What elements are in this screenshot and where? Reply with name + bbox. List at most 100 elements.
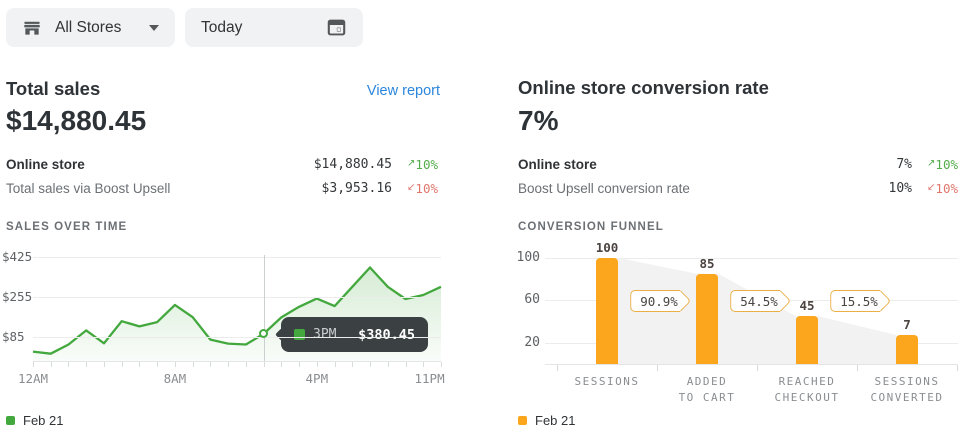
trend-up-icon: ↗	[407, 157, 416, 169]
x-tick	[316, 362, 318, 367]
y-tick-label: 100	[516, 249, 540, 265]
funnel-bar[interactable]	[596, 257, 618, 364]
store-selector-button[interactable]: All Stores	[6, 8, 175, 47]
sales-line-plot[interactable]: 3PM $380.45 12AM 8AM 4PM 11PM	[18, 255, 445, 386]
metric-value: $3,953.16	[321, 180, 392, 196]
funnel-legend-swatch	[518, 416, 527, 425]
conversion-value: 7%	[518, 105, 559, 136]
x-tick	[423, 362, 425, 367]
metric-delta: ↗10%	[407, 156, 438, 172]
date-selector-button[interactable]: Today	[185, 8, 363, 47]
metric-row: Online store 7% ↗10%	[518, 152, 958, 176]
x-tick	[192, 362, 194, 367]
x-axis-line	[33, 361, 441, 362]
y-tick-label: 60	[524, 292, 540, 308]
trend-down-icon: ↙	[927, 181, 936, 193]
chevron-down-icon	[149, 24, 159, 31]
trend-up-icon: ↗	[927, 157, 936, 169]
x-tick-label: 12AM	[17, 371, 49, 386]
x-tick	[86, 362, 88, 367]
metric-delta: ↙10%	[927, 180, 958, 196]
y-tick-label: $425	[2, 249, 33, 265]
chart-tooltip: 3PM $380.45	[281, 317, 428, 352]
y-tick-label: 20	[524, 334, 540, 350]
sales-legend-label: Feb 21	[23, 413, 64, 428]
x-tick-label: 4PM	[305, 371, 329, 386]
y-tick-label: $85	[2, 329, 25, 345]
x-tick	[557, 365, 558, 371]
funnel-bar[interactable]	[896, 335, 918, 364]
x-tick	[121, 362, 123, 367]
sales-legend: Feb 21	[6, 413, 63, 428]
metric-delta: ↗10%	[927, 156, 958, 172]
x-tick	[157, 362, 159, 367]
view-report-link[interactable]: View report	[366, 83, 440, 99]
funnel-category-label: SESSIONS CONVERTED	[870, 375, 944, 404]
metric-row: Total sales via Boost Upsell $3,953.16 ↙…	[6, 176, 438, 200]
x-tick	[757, 365, 758, 371]
conversion-rate-badge: 15.5%	[830, 290, 880, 312]
topbar: All Stores Today	[0, 0, 960, 55]
funnel-legend-label: Feb 21	[535, 413, 576, 428]
trend-down-icon: ↙	[407, 181, 416, 193]
x-tick	[957, 365, 958, 371]
sales-line-chart: 3PM $380.45 12AM 8AM 4PM 11PM $425 $255 $85	[0, 249, 445, 391]
bar-value-label: 100	[595, 239, 619, 255]
calendar-icon	[326, 17, 347, 38]
funnel-bar[interactable]	[796, 316, 818, 364]
x-tick	[857, 365, 858, 371]
bar-value-label: 45	[799, 298, 815, 314]
date-selector-label: Today	[201, 18, 243, 36]
store-icon	[22, 18, 42, 38]
funnel-category-label: REACHED CHECKOUT	[774, 375, 840, 404]
x-tick	[334, 362, 336, 367]
metric-value: 7%	[896, 156, 912, 172]
x-tick	[103, 362, 105, 367]
store-selector-label: All Stores	[55, 18, 122, 36]
bar-value-label: 85	[699, 255, 715, 271]
gridline	[33, 257, 441, 259]
x-tick	[281, 362, 283, 367]
funnel-legend: Feb 21	[518, 413, 575, 428]
tooltip-series-swatch	[294, 329, 305, 340]
sales-over-time-title: SALES OVER TIME	[6, 221, 128, 233]
hover-point-marker	[259, 329, 269, 339]
x-tick	[228, 362, 230, 367]
total-sales-rows: Online store $14,880.45 ↗10% Total sales…	[6, 152, 438, 200]
funnel-category-label: SESSIONS	[574, 375, 640, 388]
x-tick	[263, 362, 265, 367]
conversion-rate-badge: 54.5%	[730, 290, 780, 312]
conversion-funnel-plot[interactable]: 100 85 45 7 90.9% 54.5% 15.5% SESSIONS ADDED TO C…	[545, 240, 958, 404]
x-tick	[299, 362, 301, 367]
x-tick	[657, 365, 658, 371]
metric-label: Online store	[518, 156, 597, 172]
conversion-title: Online store conversion rate	[518, 77, 769, 98]
bar-value-label: 7	[903, 317, 911, 332]
x-tick	[405, 362, 407, 367]
metric-value: 10%	[888, 180, 912, 196]
x-tick	[68, 362, 70, 367]
funnel-category-label: ADDED TO CART	[678, 375, 736, 404]
conversion-funnel-title: CONVERSION FUNNEL	[518, 221, 664, 233]
conversion-header: Online store conversion rate	[518, 77, 958, 99]
gridline	[33, 297, 441, 299]
metric-value: $14,880.45	[313, 156, 392, 172]
x-tick	[50, 362, 52, 367]
gridline	[33, 337, 441, 339]
metric-delta: ↙10%	[407, 180, 438, 196]
y-tick-label: $255	[2, 289, 33, 305]
metric-label: Online store	[6, 156, 85, 172]
x-tick	[174, 362, 176, 367]
gridline	[545, 257, 958, 259]
conversion-rate-badge: 90.9%	[630, 290, 680, 312]
tooltip-value: $380.45	[358, 326, 415, 343]
conversion-rows: Online store 7% ↗10% Boost Upsell conver…	[518, 152, 958, 200]
x-tick	[441, 362, 442, 367]
x-tick	[387, 362, 389, 367]
funnel-bar[interactable]	[696, 273, 718, 364]
metric-label: Boost Upsell conversion rate	[518, 180, 690, 196]
hover-crosshair-line	[263, 255, 265, 361]
tooltip-time-label: 3PM	[313, 327, 337, 342]
line-series	[32, 266, 442, 355]
metric-row: Boost Upsell conversion rate 10% ↙10%	[518, 176, 958, 200]
